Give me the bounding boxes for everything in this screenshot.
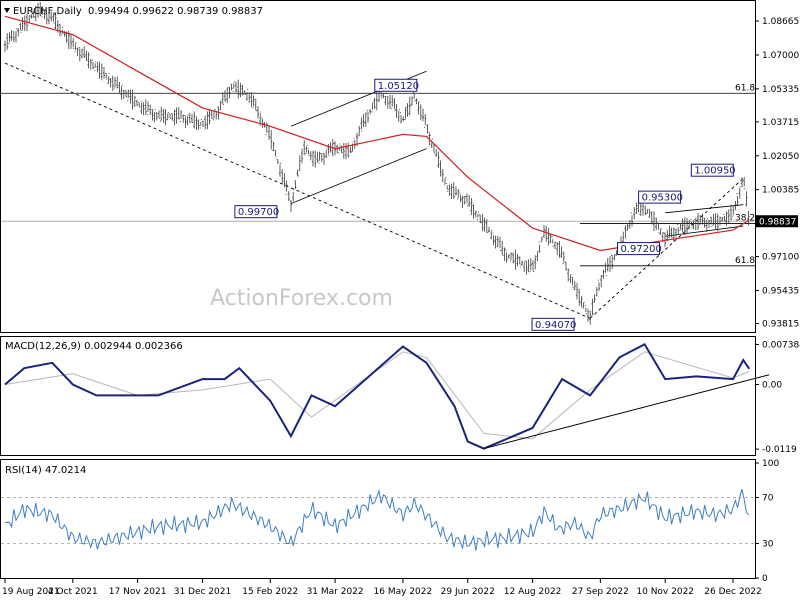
annotation-box — [638, 190, 682, 204]
axes: 1.08665 1.07000 1.05335 1.03715 1.02050 1.003… — [2, 17, 800, 597]
rsi-panel-frame — [0, 459, 756, 579]
rsi-y-tick-label: 30 — [762, 540, 774, 550]
rsi-label: RSI(14) 47.0214 — [5, 465, 86, 476]
watermark: ActionForex.com — [210, 286, 393, 311]
dashed-trendline — [4, 62, 591, 319]
x-tick-label: 27 Sep 2022 — [572, 587, 629, 597]
x-tick-label: 19 Aug 2021 — [2, 587, 60, 597]
x-tick-label: 4 Oct 2021 — [48, 587, 98, 597]
x-tick-label: 31 Mar 2022 — [307, 587, 364, 597]
annotation-box — [531, 317, 575, 331]
price-y-tick-label: 0.97100 — [762, 253, 799, 263]
annotation-label: 0.94070 — [535, 320, 576, 331]
annotation-box — [690, 163, 734, 177]
channel-lower-line — [290, 148, 427, 205]
rsi-y-tick-label: 0 — [762, 574, 768, 584]
x-tick-label: 12 Aug 2022 — [504, 587, 562, 597]
macd-panel-frame — [0, 336, 756, 456]
fib-level-label: 38.2 — [735, 213, 755, 223]
dropdown-triangle-icon — [4, 8, 10, 13]
symbol-label: EURCHF,Daily — [13, 6, 82, 17]
x-tick-label: 17 Nov 2021 — [109, 587, 167, 597]
last-price-tag — [756, 215, 798, 228]
price-y-tick-label: 1.03715 — [762, 118, 799, 128]
rsi-line — [4, 488, 749, 551]
x-tick-label: 26 Dec 2022 — [704, 587, 762, 597]
annotation-label: 1.05120 — [378, 81, 419, 92]
fib-level-label: 61.8 — [735, 83, 755, 93]
last-price-value: 0.98837 — [759, 218, 796, 228]
price-y-tick-label: 1.08665 — [762, 17, 799, 27]
x-tick-label: 16 May 2022 — [374, 587, 433, 597]
annotation-label: 1.00950 — [694, 166, 735, 177]
x-tick-label: 29 Jun 2022 — [441, 587, 495, 597]
flag-upper-line — [665, 204, 744, 214]
macd-y-tick-label: -0.0119 — [762, 445, 797, 455]
price-y-tick-label: 1.05335 — [762, 85, 799, 95]
moving-average-line — [4, 15, 750, 252]
rsi-panel — [1, 488, 755, 551]
annotation-label: 0.99700 — [238, 207, 279, 218]
macd-panel — [4, 342, 770, 450]
price-y-tick-label: 1.02050 — [762, 152, 799, 162]
rsi-y-tick-label: 70 — [762, 494, 774, 504]
price-y-tick-label: 0.95435 — [762, 287, 799, 297]
ohlc-values: 0.99494 0.99622 0.98739 0.98837 — [88, 6, 263, 17]
price-y-tick-label: 0.93815 — [762, 320, 799, 330]
annotation-label: 0.97200 — [621, 244, 662, 255]
macd-label: MACD(12,26,9) 0.002944 0.002366 — [5, 341, 183, 352]
macd-y-tick-label: 0.00 — [762, 381, 782, 391]
price-panel: 61.8 38.2 61.8 1.05120 0.99700 0.95300 0.97200… — [1, 2, 755, 331]
price-y-tick-label: 1.07000 — [762, 51, 799, 61]
annotation-box — [234, 205, 278, 219]
price-panel-frame — [0, 0, 756, 333]
dashed-rebound-line — [589, 177, 744, 319]
x-tick-label: 31 Dec 2021 — [174, 587, 232, 597]
macd-y-tick-label: 0.007384 — [762, 340, 800, 350]
x-tick-label: 15 Feb 2022 — [242, 587, 298, 597]
annotation-label: 0.95300 — [642, 193, 683, 204]
x-tick-label: 10 Nov 2022 — [636, 587, 694, 597]
macd-trendline — [483, 374, 770, 450]
annotation-box — [374, 78, 418, 92]
fib-level-label: 61.8 — [735, 256, 755, 266]
annotation-box — [617, 242, 661, 256]
macd-line — [4, 342, 751, 450]
price-y-tick-label: 1.00385 — [762, 186, 799, 196]
rsi-y-tick-label: 100 — [762, 459, 779, 469]
